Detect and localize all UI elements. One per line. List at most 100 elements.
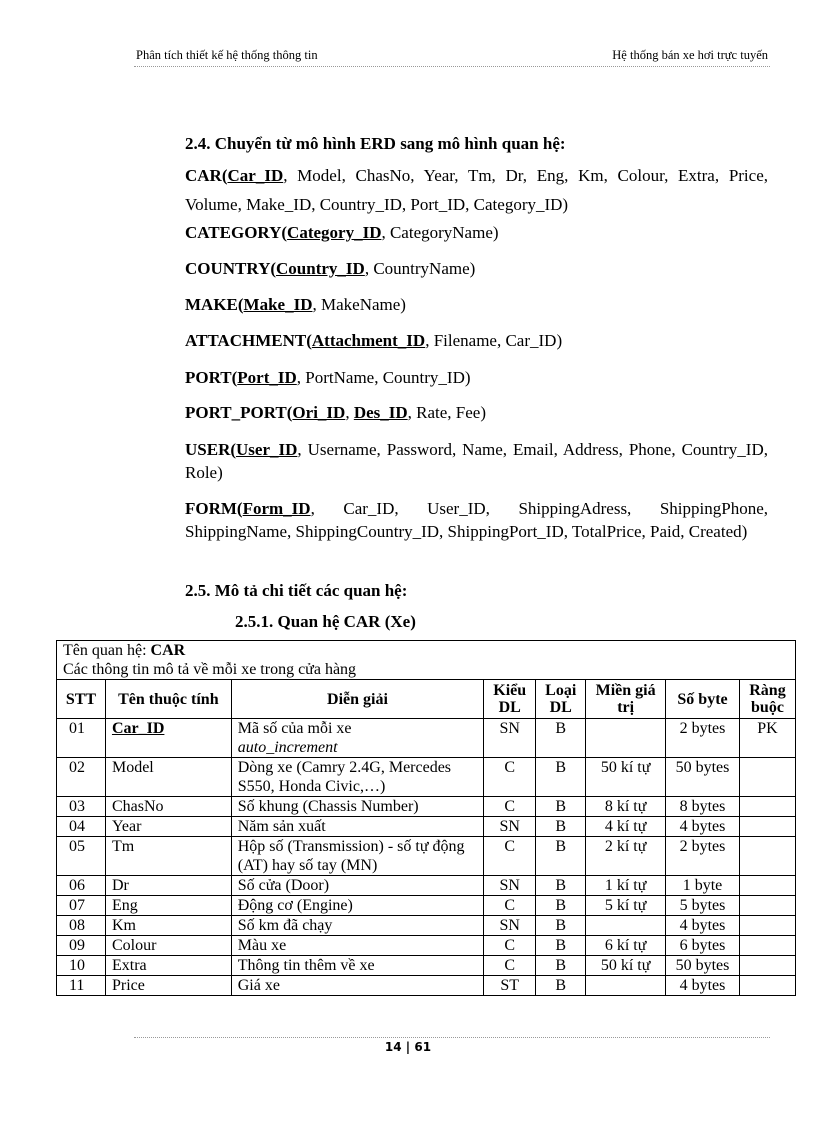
table-header: STT Tên thuộc tính Diễn giải Kiểu DL Loại DL… bbox=[56, 679, 797, 719]
table-cell bbox=[738, 875, 797, 896]
table-cell: Số cửa (Door) bbox=[230, 875, 485, 896]
table-cell: 01 bbox=[56, 718, 106, 758]
relation-car: CAR(Car_ID, Model, ChasNo, Year, Tm, Dr,… bbox=[185, 161, 768, 219]
table-cell: ST bbox=[483, 975, 537, 996]
table-cell: 1 kí tự bbox=[585, 875, 667, 896]
relation-name: CAR bbox=[150, 642, 186, 659]
table-cell: 2 bytes bbox=[665, 718, 740, 758]
table-cell: Tm bbox=[104, 836, 232, 876]
table-cell: Car_ID bbox=[104, 718, 232, 758]
relation-text: , Model, ChasNo, Year, Tm, Dr, Eng, Km, … bbox=[185, 166, 768, 214]
relation-text: , Car_ID, User_ID, ShippingAdress, Shipp… bbox=[185, 499, 768, 541]
table-cell: Price bbox=[104, 975, 232, 996]
table-cell bbox=[738, 796, 797, 817]
table-cell: B bbox=[535, 935, 587, 956]
table-cell: 4 bytes bbox=[665, 915, 740, 936]
table-cell: Year bbox=[104, 816, 232, 837]
table-cell: Mã số của mỗi xe auto_increment bbox=[230, 718, 485, 758]
table-cell: 1 byte bbox=[665, 875, 740, 896]
table-cell: 07 bbox=[56, 895, 106, 916]
relation-text: PORT_PORT( bbox=[185, 403, 293, 422]
table-cell: Dòng xe (Camry 2.4G, Mercedes S550, Hond… bbox=[230, 757, 485, 797]
table-cell: B bbox=[535, 796, 587, 817]
primary-key: Car_ID bbox=[111, 720, 165, 737]
table-cell: Hộp số (Transmission) - số tự động (AT) … bbox=[230, 836, 485, 876]
section-heading-2-4: 2.4. Chuyển từ mô hình ERD sang mô hình … bbox=[185, 134, 566, 153]
relation-text: , Rate, Fee) bbox=[407, 403, 487, 422]
primary-key: Attachment_ID bbox=[311, 331, 426, 350]
table-cell: B bbox=[535, 718, 587, 758]
table-cell: 03 bbox=[56, 796, 106, 817]
section-heading-2-5: 2.5. Mô tả chi tiết các quan hệ: bbox=[185, 581, 408, 600]
table-cell: C bbox=[483, 935, 537, 956]
table-cell: 8 kí tự bbox=[585, 796, 667, 817]
table-cell bbox=[585, 718, 667, 758]
column-header: Ràng buộc bbox=[738, 679, 797, 719]
table-cell bbox=[738, 915, 797, 936]
table-cell: 6 bytes bbox=[665, 935, 740, 956]
table-row: 10 Extra Thông tin thêm về xe C B 50 kí tự 50 … bbox=[56, 955, 797, 976]
table-cell: Số khung (Chassis Number) bbox=[230, 796, 485, 817]
table-cell: 5 kí tự bbox=[585, 895, 667, 916]
relation-text: USER( bbox=[185, 440, 237, 459]
table-cell: Động cơ (Engine) bbox=[230, 895, 485, 916]
header-right: Hệ thống bán xe hơi trực tuyến bbox=[612, 48, 768, 62]
table-cell: Năm sản xuất bbox=[230, 816, 485, 837]
table-cell: 06 bbox=[56, 875, 106, 896]
column-header: Loại DL bbox=[535, 679, 587, 719]
table-cell: 4 bytes bbox=[665, 816, 740, 837]
header-divider bbox=[134, 66, 770, 67]
primary-key: Port_ID bbox=[237, 368, 297, 387]
relation-attachment: ATTACHMENT(Attachment_ID, Filename, Car_… bbox=[185, 329, 768, 352]
table-cell: Model bbox=[104, 757, 232, 797]
table-cell: Extra bbox=[104, 955, 232, 976]
relation-text: COUNTRY( bbox=[185, 259, 277, 278]
table-cell bbox=[738, 955, 797, 976]
table-cell: Km bbox=[104, 915, 232, 936]
table-cell: 4 kí tự bbox=[585, 816, 667, 837]
car-relation-table: Tên quan hệ: CAR Các thông tin mô tả về m… bbox=[56, 640, 797, 996]
relation-text: , Username, Password, Name, Email, Addre… bbox=[185, 440, 768, 482]
table-cell bbox=[738, 895, 797, 916]
relation-text: FORM( bbox=[185, 499, 243, 518]
table-cell bbox=[738, 836, 797, 876]
table-cell: B bbox=[535, 757, 587, 797]
table-cell: 10 bbox=[56, 955, 106, 976]
table-cell: SN bbox=[483, 875, 537, 896]
note: auto_increment bbox=[237, 739, 338, 756]
primary-key: Ori_ID bbox=[292, 403, 346, 422]
table-cell: C bbox=[483, 757, 537, 797]
table-cell: B bbox=[535, 895, 587, 916]
header-left: Phân tích thiết kế hệ thống thông tin bbox=[136, 48, 318, 62]
table-cell: B bbox=[535, 836, 587, 876]
relation-text: MAKE( bbox=[185, 295, 244, 314]
table-row: 05 Tm Hộp số (Transmission) - số tự động (… bbox=[56, 836, 797, 876]
table-cell: B bbox=[535, 816, 587, 837]
primary-key: Form_ID bbox=[242, 499, 311, 518]
primary-key: Car_ID bbox=[227, 166, 284, 185]
page-number: 14 | 61 bbox=[384, 1040, 432, 1054]
column-header: Tên thuộc tính bbox=[104, 679, 232, 719]
table-cell: C bbox=[483, 955, 537, 976]
table-row: 07 Eng Động cơ (Engine) C B 5 kí tự 5 bytes bbox=[56, 895, 797, 916]
table-row: 09 Colour Màu xe C B 6 kí tự 6 bytes bbox=[56, 935, 797, 956]
table-row: 06 Dr Số cửa (Door) SN B 1 kí tự 1 byte bbox=[56, 875, 797, 896]
relation-text: CAR( bbox=[185, 166, 228, 185]
relation-category: CATEGORY(Category_ID, CategoryName) bbox=[185, 221, 768, 244]
relation-make: MAKE(Make_ID, MakeName) bbox=[185, 293, 768, 316]
column-header: Miền giá trị bbox=[585, 679, 667, 719]
relation-port-port: PORT_PORT(Ori_ID, Des_ID, Rate, Fee) bbox=[185, 401, 768, 424]
relation-port: PORT(Port_ID, PortName, Country_ID) bbox=[185, 366, 768, 389]
column-header: Số byte bbox=[665, 679, 740, 719]
table-cell: Số km đã chạy bbox=[230, 915, 485, 936]
table-cell: B bbox=[535, 915, 587, 936]
table-cell: B bbox=[535, 975, 587, 996]
primary-key: Des_ID bbox=[353, 403, 408, 422]
table-cell: B bbox=[535, 955, 587, 976]
table-caption: Tên quan hệ: CAR Các thông tin mô tả về m… bbox=[56, 640, 796, 680]
table-cell: Màu xe bbox=[230, 935, 485, 956]
table-cell: 5 bytes bbox=[665, 895, 740, 916]
table-cell: Eng bbox=[104, 895, 232, 916]
table-cell: Giá xe bbox=[230, 975, 485, 996]
table-cell: Dr bbox=[104, 875, 232, 896]
